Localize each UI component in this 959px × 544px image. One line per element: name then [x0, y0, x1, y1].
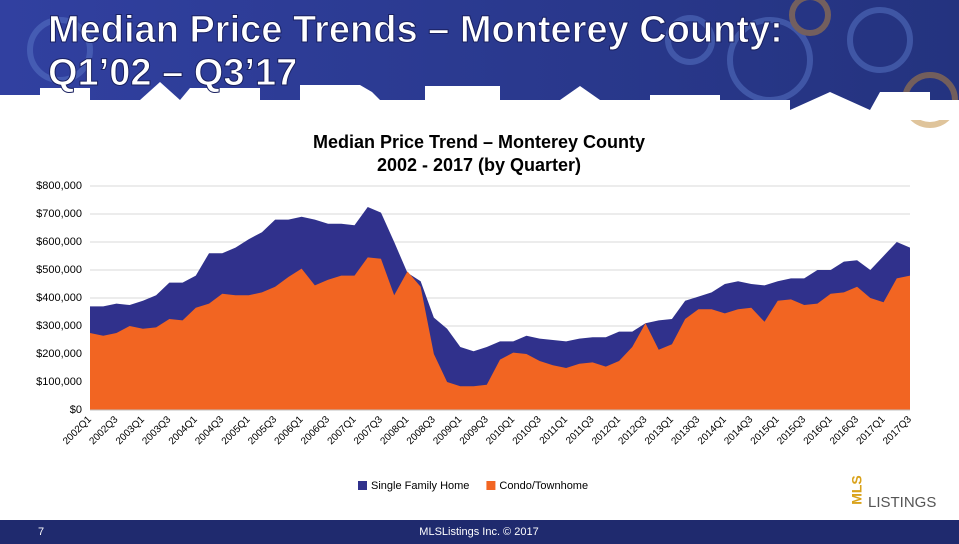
y-tick-label: $300,000 [36, 320, 82, 332]
gears [27, 0, 958, 128]
y-tick-label: $700,000 [36, 208, 82, 220]
slide-title: Median Price Trends – Monterey County: [48, 9, 783, 51]
legend-swatch [486, 481, 496, 490]
legend-label: Condo/Townhome [499, 480, 588, 492]
y-tick-label: $400,000 [36, 292, 82, 304]
skyline [0, 82, 959, 120]
logo-mls: MLS [849, 475, 865, 505]
y-tick-label: $200,000 [36, 348, 82, 360]
y-tick-label: $100,000 [36, 376, 82, 388]
y-tick-label: $600,000 [36, 236, 82, 248]
y-tick-label: $800,000 [36, 180, 82, 192]
legend-label: Single Family Home [371, 480, 469, 492]
chart-subtitle: 2002 - 2017 (by Quarter) [377, 155, 581, 175]
slide-title: Q1’02 – Q3’17 [48, 52, 297, 94]
y-tick-label: $500,000 [36, 264, 82, 276]
page-number: 7 [38, 526, 44, 538]
chart-title: Median Price Trend – Monterey County [313, 132, 645, 152]
footer-band [0, 520, 959, 544]
footer-text: MLSListings Inc. © 2017 [419, 526, 538, 538]
area [90, 257, 910, 410]
logo-listings: LISTINGS [868, 494, 936, 511]
y-tick-label: $0 [70, 404, 82, 416]
legend-swatch [358, 481, 367, 490]
